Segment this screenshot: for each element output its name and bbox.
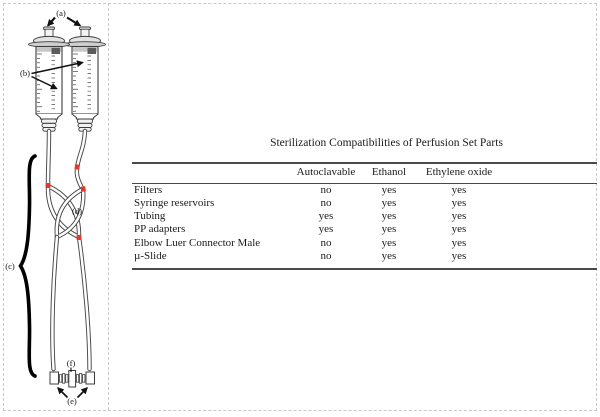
part-name: Syringe reservoirs: [134, 196, 215, 209]
perfusion-set-diagram: (a) (b) (c) (d) (e) (f): [5, 8, 108, 406]
cell-autoclavable: no: [320, 250, 332, 263]
part-name: Elbow Luer Connector Male: [134, 236, 261, 249]
table-row: Elbow Luer Connector Male no yes yes: [132, 237, 597, 250]
elbow-connector-left: [49, 371, 59, 385]
label-a: (a): [56, 8, 66, 18]
part-name: Filters: [134, 183, 163, 196]
tubing: [45, 128, 92, 372]
column-header-autoclavable: Autoclavable: [296, 166, 356, 178]
label-c: (c): [5, 261, 15, 271]
table-title: Sterilization Compatibilities of Perfusi…: [270, 137, 503, 149]
table-row: Tubing yes yes yes: [132, 210, 597, 223]
label-e: (e): [67, 396, 77, 406]
cell-ethanol: yes: [381, 196, 397, 209]
u-slide-assembly: [49, 370, 95, 388]
cell-ethylene-oxide: yes: [451, 223, 467, 236]
annotation-arrows: [31, 16, 88, 399]
cell-autoclavable: no: [320, 196, 332, 209]
arrow-b-lower: [31, 75, 58, 90]
cell-autoclavable: no: [320, 183, 332, 196]
elbow-connector-right: [85, 371, 95, 385]
u-slide: [68, 370, 77, 388]
syringe-reservoir-right: [65, 27, 106, 131]
cell-autoclavable: yes: [318, 210, 334, 223]
cell-ethanol: yes: [381, 183, 397, 196]
table-row: Filters no yes yes: [132, 184, 597, 197]
table-rule-top: [132, 162, 597, 164]
label-f: (f): [67, 358, 76, 368]
cell-ethanol: yes: [381, 250, 397, 263]
table-header-row: Autoclavable Ethanol Ethylene oxide: [132, 166, 597, 179]
cell-ethylene-oxide: yes: [451, 196, 467, 209]
arrow-e-left: [57, 387, 69, 399]
table-rule-mid: [132, 182, 597, 184]
cell-ethanol: yes: [381, 210, 397, 223]
cell-autoclavable: yes: [318, 223, 334, 236]
brace-c: [18, 154, 37, 378]
arrow-a-right: [66, 16, 82, 27]
part-name: µ-Slide: [134, 250, 167, 263]
column-header-ethanol: Ethanol: [371, 166, 407, 178]
cell-ethylene-oxide: yes: [451, 183, 467, 196]
table-row: Syringe reservoirs no yes yes: [132, 197, 597, 210]
cell-ethylene-oxide: yes: [451, 236, 467, 249]
arrow-e-right: [76, 387, 88, 399]
syringe-reservoir-left: [29, 27, 70, 131]
table-row: PP adapters yes yes yes: [132, 223, 597, 236]
panel-divider-line: [108, 3, 109, 410]
cell-ethylene-oxide: yes: [451, 250, 467, 263]
arrow-b-upper: [31, 60, 84, 75]
table-row: µ-Slide no yes yes: [132, 250, 597, 263]
cell-ethylene-oxide: yes: [451, 210, 467, 223]
cell-ethanol: yes: [381, 236, 397, 249]
cell-ethanol: yes: [381, 223, 397, 236]
cell-autoclavable: no: [320, 236, 332, 249]
pp-adapter-connectors: [45, 164, 86, 240]
table-body: Filters no yes yes Syringe reservoirs no…: [132, 184, 597, 264]
label-d: (d): [72, 206, 82, 216]
part-name: PP adapters: [134, 223, 186, 236]
label-b: (b): [20, 68, 30, 78]
column-header-ethylene-oxide: Ethylene oxide: [425, 166, 493, 178]
table-rule-bottom: [132, 268, 597, 270]
arrow-a-left: [47, 16, 56, 27]
annotation-labels: (a) (b) (c) (d) (e) (f): [5, 8, 82, 406]
part-name: Tubing: [134, 210, 166, 223]
